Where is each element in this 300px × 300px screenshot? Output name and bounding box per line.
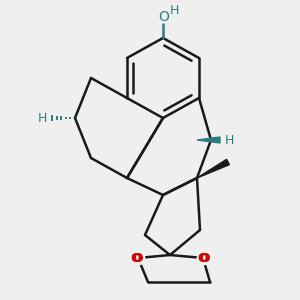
Text: H: H	[38, 112, 47, 124]
Text: O: O	[131, 251, 141, 265]
Text: H: H	[169, 4, 179, 17]
Text: O: O	[133, 251, 143, 265]
Text: O: O	[200, 251, 210, 265]
Polygon shape	[197, 159, 230, 178]
Text: H: H	[225, 134, 234, 146]
Text: O: O	[159, 10, 170, 24]
Polygon shape	[197, 137, 220, 143]
Text: O: O	[198, 251, 208, 265]
